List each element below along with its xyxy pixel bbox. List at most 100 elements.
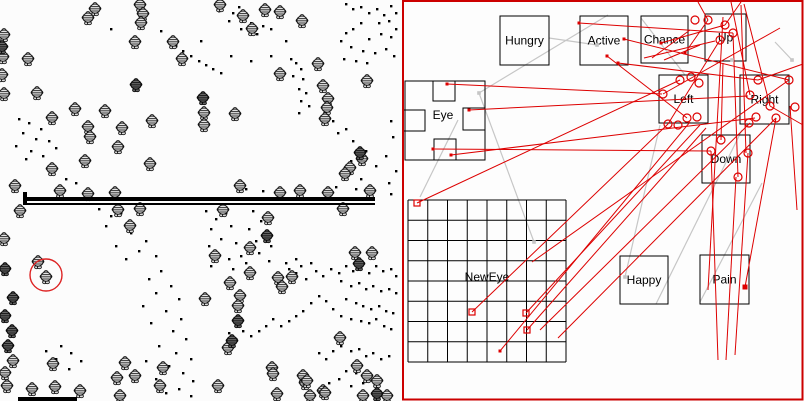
creature-sprite[interactable] xyxy=(0,366,12,381)
creature-sprite[interactable] xyxy=(39,270,53,285)
food-dot xyxy=(185,338,188,341)
creature-sprite[interactable] xyxy=(228,107,242,122)
world-panel[interactable] xyxy=(0,0,402,401)
eye-sub-box[interactable] xyxy=(402,109,426,132)
neweye-grid[interactable] xyxy=(407,199,567,363)
creature-sprite[interactable] xyxy=(0,379,14,394)
creature-sprite[interactable] xyxy=(261,211,275,226)
creature-sprite[interactable] xyxy=(258,3,272,18)
food-dot xyxy=(395,12,398,15)
creature-sprite-dark[interactable] xyxy=(0,262,12,277)
creature-sprite[interactable] xyxy=(273,67,287,82)
creature-sprite[interactable] xyxy=(197,118,211,133)
creature-sprite[interactable] xyxy=(350,359,364,374)
creature-sprite-dark[interactable] xyxy=(260,229,274,244)
creature-sprite[interactable] xyxy=(25,382,39,397)
creature-sprite[interactable] xyxy=(0,87,11,102)
creature-sprite-dark[interactable] xyxy=(5,324,19,339)
creature-sprite[interactable] xyxy=(128,35,142,50)
creature-sprite[interactable] xyxy=(236,9,250,24)
creature-sprite-dark[interactable] xyxy=(6,291,20,306)
creature-sprite[interactable] xyxy=(123,219,137,234)
creature-sprite-dark[interactable] xyxy=(1,339,15,354)
creature-sprite[interactable] xyxy=(111,203,125,218)
neuron-box-left[interactable] xyxy=(658,74,709,124)
food-dot xyxy=(345,32,348,35)
neuron-box-right[interactable] xyxy=(739,74,790,125)
creature-sprite[interactable] xyxy=(360,74,374,89)
creature-sprite[interactable] xyxy=(316,79,330,94)
creature-sprite[interactable] xyxy=(0,232,11,247)
creature-sprite-dark[interactable] xyxy=(231,314,245,329)
neuron-box-hungry[interactable] xyxy=(499,15,550,66)
creature-sprite[interactable] xyxy=(118,356,132,371)
creature-sprite-dark[interactable] xyxy=(0,40,9,55)
creature-sprite[interactable] xyxy=(78,154,92,169)
food-dot xyxy=(210,228,213,231)
creature-sprite[interactable] xyxy=(333,331,347,346)
creature-sprite[interactable] xyxy=(48,380,62,395)
creature-sprite[interactable] xyxy=(273,5,287,20)
brain-canvas[interactable]: NewEyeEyeHungryActiveChanceUpLeftRightDo… xyxy=(402,0,804,401)
creature-sprite[interactable] xyxy=(211,379,225,394)
world-canvas[interactable] xyxy=(0,0,402,401)
creature-sprite[interactable] xyxy=(356,389,370,401)
creature-sprite[interactable] xyxy=(115,121,129,136)
creature-sprite[interactable] xyxy=(293,184,307,199)
creature-sprite[interactable] xyxy=(0,68,9,83)
creature-sprite[interactable] xyxy=(270,387,284,401)
neuron-box-up[interactable] xyxy=(704,13,747,62)
creature-sprite-dark[interactable] xyxy=(196,91,210,106)
creature-sprite[interactable] xyxy=(175,52,189,67)
food-dot xyxy=(298,112,301,115)
creature-sprite[interactable] xyxy=(295,14,309,29)
creature-sprite[interactable] xyxy=(213,0,227,13)
creature-sprite[interactable] xyxy=(145,114,159,129)
neuron-box-pain[interactable] xyxy=(699,254,750,305)
creature-sprite[interactable] xyxy=(233,179,247,194)
creature-sprite[interactable] xyxy=(0,28,11,43)
brain-view-border xyxy=(402,0,804,401)
creature-sprite[interactable] xyxy=(223,276,237,291)
creature-sprite[interactable] xyxy=(111,140,125,155)
creature-sprite[interactable] xyxy=(216,203,230,218)
creature-sprite[interactable] xyxy=(198,292,212,307)
creature-sprite[interactable] xyxy=(208,249,222,264)
creature-sprite[interactable] xyxy=(380,389,394,401)
creature-sprite[interactable] xyxy=(243,266,257,281)
creature-sprite[interactable] xyxy=(365,246,379,261)
creature-sprite[interactable] xyxy=(30,86,44,101)
creature-sprite[interactable] xyxy=(243,241,257,256)
creature-sprite[interactable] xyxy=(98,104,112,119)
neuron-box-happy[interactable] xyxy=(619,255,669,305)
creature-sprite[interactable] xyxy=(21,52,35,67)
creature-sprite[interactable] xyxy=(197,106,211,121)
creature-sprite[interactable] xyxy=(128,369,142,384)
creature-sprite[interactable] xyxy=(153,379,167,394)
creature-sprite[interactable] xyxy=(156,361,170,376)
creature-sprite[interactable] xyxy=(53,184,67,199)
creature-sprite[interactable] xyxy=(143,157,157,172)
creature-sprite[interactable] xyxy=(31,255,45,270)
neuron-box-down[interactable] xyxy=(701,134,751,184)
creature-sprite[interactable] xyxy=(363,184,377,199)
creature-sprite[interactable] xyxy=(45,111,59,126)
creature-sprite-dark[interactable] xyxy=(370,387,384,401)
brain-panel[interactable]: NewEyeEyeHungryActiveChanceUpLeftRightDo… xyxy=(402,0,804,401)
creature-sprite[interactable] xyxy=(73,384,87,399)
creature-sprite[interactable] xyxy=(13,204,27,219)
creature-sprite-dark[interactable] xyxy=(129,78,143,93)
creature-sprite-dark[interactable] xyxy=(0,309,12,324)
eye-sub-box[interactable] xyxy=(432,80,456,102)
eye-sub-box[interactable] xyxy=(462,107,486,131)
creature-sprite[interactable] xyxy=(6,354,20,369)
creature-sprite[interactable] xyxy=(311,57,325,72)
creature-sprite[interactable] xyxy=(8,179,22,194)
creature-sprite[interactable] xyxy=(68,102,82,117)
creature-sprite[interactable] xyxy=(110,371,124,386)
creature-sprite[interactable] xyxy=(303,389,317,401)
creature-sprite[interactable] xyxy=(113,389,127,401)
neuron-box-chance[interactable] xyxy=(640,15,689,64)
creature-sprite[interactable] xyxy=(45,162,59,177)
food-dot xyxy=(232,12,235,15)
